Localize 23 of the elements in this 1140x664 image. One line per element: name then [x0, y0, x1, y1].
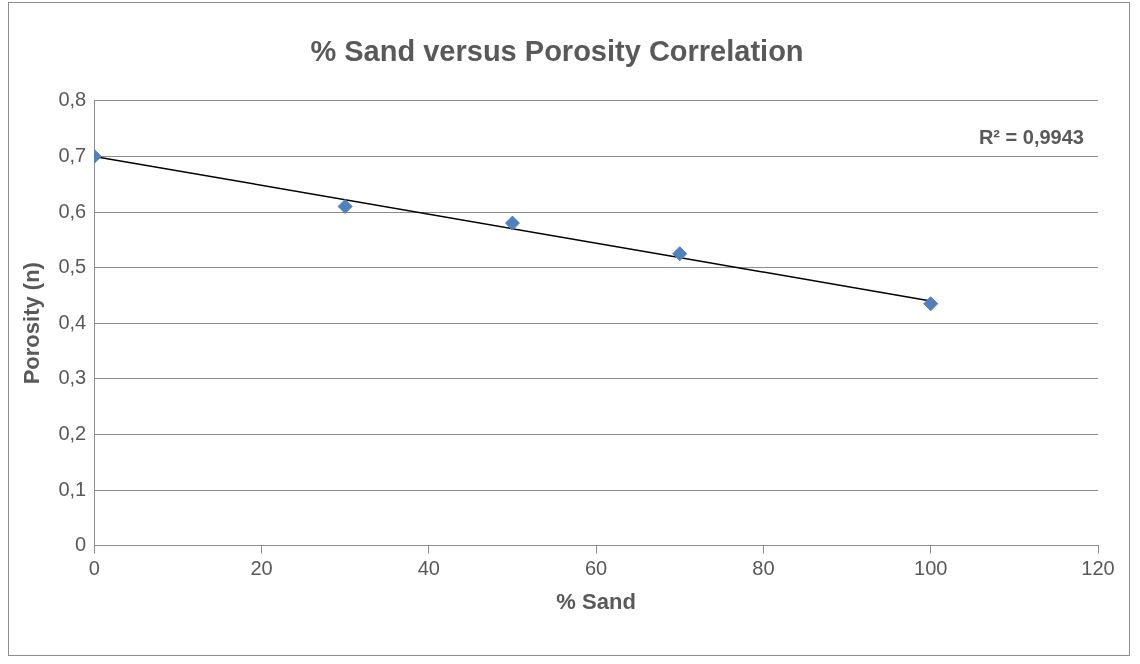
y-axis-title: Porosity (n) — [19, 262, 45, 385]
x-tick-label: 60 — [584, 557, 608, 580]
x-tick-label: 40 — [417, 557, 440, 580]
y-tick-label: 0,2 — [58, 421, 87, 444]
x-tick-label: 120 — [1081, 557, 1115, 580]
point — [337, 198, 353, 214]
point — [923, 296, 939, 312]
y-tick-label: 0,4 — [58, 310, 87, 333]
x-tick-label: 100 — [914, 557, 948, 580]
y-tick-label: 0,5 — [58, 255, 87, 278]
x-axis-title: % Sand — [556, 588, 636, 614]
y-tick-label: 0,1 — [58, 477, 87, 500]
y-tick-label: 0 — [75, 533, 87, 556]
y-tick-label: 0,6 — [58, 199, 87, 222]
y-tick-label: 0,7 — [58, 143, 87, 166]
y-tick-label: 0,3 — [58, 366, 87, 389]
annotation: R² = 0,9943 — [978, 126, 1084, 149]
x-tick-label: 20 — [250, 557, 273, 580]
y-tick-label: 0,8 — [58, 88, 87, 111]
point — [504, 215, 520, 231]
chart-title: % Sand versus Porosity Correlation — [310, 35, 804, 68]
x-tick-label: 80 — [752, 557, 775, 580]
point — [672, 246, 688, 262]
